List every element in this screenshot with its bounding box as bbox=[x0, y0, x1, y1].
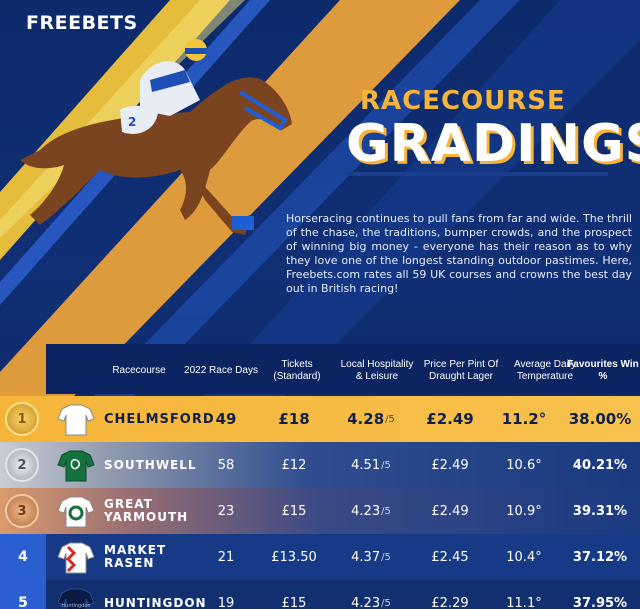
col-hospitality: Local Hospitality & Leisure bbox=[340, 359, 414, 382]
rank-badge: 4 bbox=[0, 534, 46, 580]
pint-price: £2.49 bbox=[431, 457, 469, 473]
col-temperature: Average Daily Temperature bbox=[513, 359, 577, 382]
hospitality-score: 4.51/5 bbox=[351, 457, 391, 473]
title-gradings: GRADINGS bbox=[346, 114, 640, 174]
col-race-days: 2022 Race Days bbox=[184, 365, 258, 376]
col-pint: Price Per Pint Of Draught Lager bbox=[423, 359, 499, 382]
favourites-win: 38.00% bbox=[568, 410, 632, 428]
racecourse-name: MARKET RASEN bbox=[104, 543, 167, 570]
racecourse-name: HUNTINGDON bbox=[104, 595, 207, 609]
pint-price: £2.49 bbox=[426, 410, 474, 428]
table-row: 3 GREAT YARMOUTH 23 £15 4.23/5 £2.49 10.… bbox=[0, 488, 640, 534]
col-racecourse: Racecourse bbox=[112, 365, 166, 376]
white-green-silk-icon bbox=[57, 496, 95, 528]
racehorse-jockey-icon: 2 bbox=[20, 39, 292, 235]
bronze-medal-icon: 3 bbox=[5, 494, 39, 528]
racecourse-name: SOUTHWELL bbox=[104, 457, 197, 472]
pint-price: £2.45 bbox=[431, 549, 469, 565]
ticket-price: £15 bbox=[281, 595, 307, 609]
table-row: 5 Huntingdon HUNTINGDON 19 £15 4.23/5 £2… bbox=[0, 580, 640, 609]
race-days: 49 bbox=[215, 410, 237, 428]
navy-silk-icon: Huntingdon bbox=[57, 588, 95, 609]
white-silk-icon bbox=[57, 404, 95, 436]
table-header: Racecourse 2022 Race Days Tickets (Stand… bbox=[46, 344, 640, 394]
avg-temperature: 10.4° bbox=[506, 549, 542, 565]
favourites-win: 37.95% bbox=[572, 595, 628, 609]
race-days: 21 bbox=[217, 549, 235, 565]
racecourse-name: CHELMSFORD bbox=[104, 411, 215, 427]
svg-text:2: 2 bbox=[128, 115, 136, 129]
silver-medal-icon: 2 bbox=[5, 448, 39, 482]
col-tickets: Tickets (Standard) bbox=[273, 359, 321, 382]
title-underline bbox=[346, 172, 608, 176]
ticket-price: £12 bbox=[281, 457, 307, 473]
svg-text:Huntingdon: Huntingdon bbox=[61, 603, 90, 609]
avg-temperature: 11.2° bbox=[501, 410, 547, 428]
rank-badge: 5 bbox=[0, 580, 46, 609]
table-row: 1 CHELMSFORD 49 £18 4.28/5 £2.49 11.2° 3… bbox=[0, 396, 640, 442]
favourites-win: 40.21% bbox=[572, 457, 628, 473]
ticket-price: £15 bbox=[281, 503, 307, 519]
race-days: 58 bbox=[217, 457, 235, 473]
title-racecourse: RACECOURSE bbox=[360, 86, 566, 116]
table-row: 4 MARKET RASEN 21 £13.50 4.37/5 £2.45 10… bbox=[0, 534, 640, 580]
ticket-price: £13.50 bbox=[271, 549, 317, 565]
favourites-win: 37.12% bbox=[572, 549, 628, 565]
freebets-logo: FREEBETS bbox=[26, 12, 138, 34]
gold-medal-icon: 1 bbox=[5, 402, 39, 436]
table-row: 2 SOUTHWELL 58 £12 4.51/5 £2.49 10.6° 40… bbox=[0, 442, 640, 488]
green-silk-icon bbox=[57, 450, 95, 482]
avg-temperature: 10.6° bbox=[506, 457, 542, 473]
pint-price: £2.49 bbox=[431, 503, 469, 519]
col-favourites: Favourites Win % bbox=[567, 359, 639, 382]
avg-temperature: 10.9° bbox=[506, 503, 542, 519]
pint-price: £2.29 bbox=[431, 595, 469, 609]
red-white-silk-icon bbox=[57, 542, 95, 574]
race-days: 23 bbox=[217, 503, 235, 519]
hospitality-score: 4.28/5 bbox=[347, 410, 395, 428]
hospitality-score: 4.23/5 bbox=[351, 595, 391, 609]
favourites-win: 39.31% bbox=[572, 503, 628, 519]
intro-paragraph: Horseracing continues to pull fans from … bbox=[286, 212, 632, 295]
racecourse-name: GREAT YARMOUTH bbox=[104, 497, 189, 524]
hospitality-score: 4.23/5 bbox=[351, 503, 391, 519]
ticket-price: £18 bbox=[278, 410, 310, 428]
avg-temperature: 11.1° bbox=[506, 595, 542, 609]
race-days: 19 bbox=[217, 595, 235, 609]
hospitality-score: 4.37/5 bbox=[351, 549, 391, 565]
